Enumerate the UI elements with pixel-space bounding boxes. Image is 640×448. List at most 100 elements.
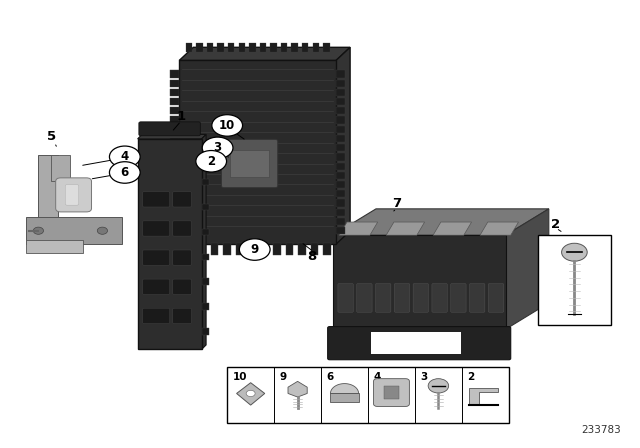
Polygon shape [480,222,518,235]
Circle shape [109,162,140,183]
Text: 8: 8 [308,250,317,263]
Circle shape [212,115,243,136]
FancyBboxPatch shape [173,221,191,236]
FancyBboxPatch shape [291,43,298,52]
Text: 3: 3 [420,372,428,382]
FancyBboxPatch shape [173,308,191,323]
FancyBboxPatch shape [207,43,213,52]
FancyBboxPatch shape [236,243,243,255]
Polygon shape [336,47,350,244]
FancyBboxPatch shape [198,243,206,255]
FancyBboxPatch shape [170,181,179,188]
FancyBboxPatch shape [336,70,345,78]
FancyBboxPatch shape [143,250,170,265]
Text: 4: 4 [121,150,129,164]
FancyBboxPatch shape [138,139,202,349]
FancyBboxPatch shape [336,218,345,225]
Circle shape [246,390,255,396]
FancyBboxPatch shape [170,227,179,234]
FancyBboxPatch shape [173,279,191,294]
FancyBboxPatch shape [273,243,281,255]
FancyBboxPatch shape [239,43,245,52]
FancyBboxPatch shape [336,190,345,198]
FancyBboxPatch shape [374,379,410,406]
FancyBboxPatch shape [336,227,345,234]
FancyBboxPatch shape [228,43,234,52]
FancyBboxPatch shape [270,43,276,52]
Polygon shape [288,381,307,397]
Polygon shape [333,209,549,235]
FancyBboxPatch shape [170,70,179,78]
FancyBboxPatch shape [470,284,485,312]
Polygon shape [202,134,206,349]
FancyBboxPatch shape [202,279,209,285]
Text: 4: 4 [373,372,381,382]
FancyBboxPatch shape [170,98,179,105]
FancyBboxPatch shape [202,328,209,335]
FancyBboxPatch shape [260,43,266,52]
FancyBboxPatch shape [323,243,331,255]
Circle shape [196,151,227,172]
Circle shape [239,239,270,260]
FancyBboxPatch shape [356,284,372,312]
Polygon shape [26,240,83,253]
FancyBboxPatch shape [202,228,209,235]
Polygon shape [339,222,378,235]
FancyBboxPatch shape [170,218,179,225]
FancyBboxPatch shape [338,284,353,312]
FancyBboxPatch shape [336,209,345,216]
FancyBboxPatch shape [432,284,447,312]
FancyBboxPatch shape [488,284,504,312]
Circle shape [33,227,44,234]
FancyBboxPatch shape [336,144,345,151]
FancyBboxPatch shape [218,43,224,52]
Polygon shape [330,383,358,393]
FancyBboxPatch shape [196,43,203,52]
FancyBboxPatch shape [173,192,191,207]
FancyBboxPatch shape [323,43,330,52]
FancyBboxPatch shape [336,135,345,142]
FancyBboxPatch shape [451,284,466,312]
FancyBboxPatch shape [170,107,179,114]
FancyBboxPatch shape [312,43,319,52]
FancyBboxPatch shape [249,43,255,52]
Polygon shape [138,134,206,139]
FancyBboxPatch shape [186,43,192,52]
FancyBboxPatch shape [170,199,179,207]
Text: 6: 6 [326,372,333,382]
FancyBboxPatch shape [376,284,391,312]
FancyBboxPatch shape [170,80,179,87]
FancyBboxPatch shape [336,153,345,160]
FancyBboxPatch shape [170,116,179,124]
Text: 9: 9 [251,243,259,256]
FancyBboxPatch shape [202,254,209,260]
Circle shape [97,227,108,234]
Circle shape [428,379,449,393]
FancyBboxPatch shape [202,303,209,310]
FancyBboxPatch shape [170,172,179,179]
FancyBboxPatch shape [202,179,209,185]
FancyBboxPatch shape [223,243,231,255]
Text: 2: 2 [207,155,215,168]
FancyBboxPatch shape [143,192,170,207]
FancyBboxPatch shape [227,367,509,423]
FancyBboxPatch shape [336,126,345,133]
FancyBboxPatch shape [298,243,306,255]
FancyBboxPatch shape [394,284,410,312]
Polygon shape [51,155,70,181]
FancyBboxPatch shape [202,154,209,160]
FancyBboxPatch shape [260,243,268,255]
FancyBboxPatch shape [285,243,293,255]
FancyBboxPatch shape [330,393,358,402]
FancyBboxPatch shape [139,122,200,136]
FancyBboxPatch shape [221,139,278,188]
FancyBboxPatch shape [170,209,179,216]
Text: 5: 5 [47,130,56,143]
Circle shape [109,146,140,168]
Text: 9: 9 [279,372,286,382]
FancyBboxPatch shape [143,279,170,294]
FancyBboxPatch shape [336,116,345,124]
Text: 10: 10 [232,372,247,382]
Text: 10: 10 [219,119,236,132]
Polygon shape [433,222,472,235]
